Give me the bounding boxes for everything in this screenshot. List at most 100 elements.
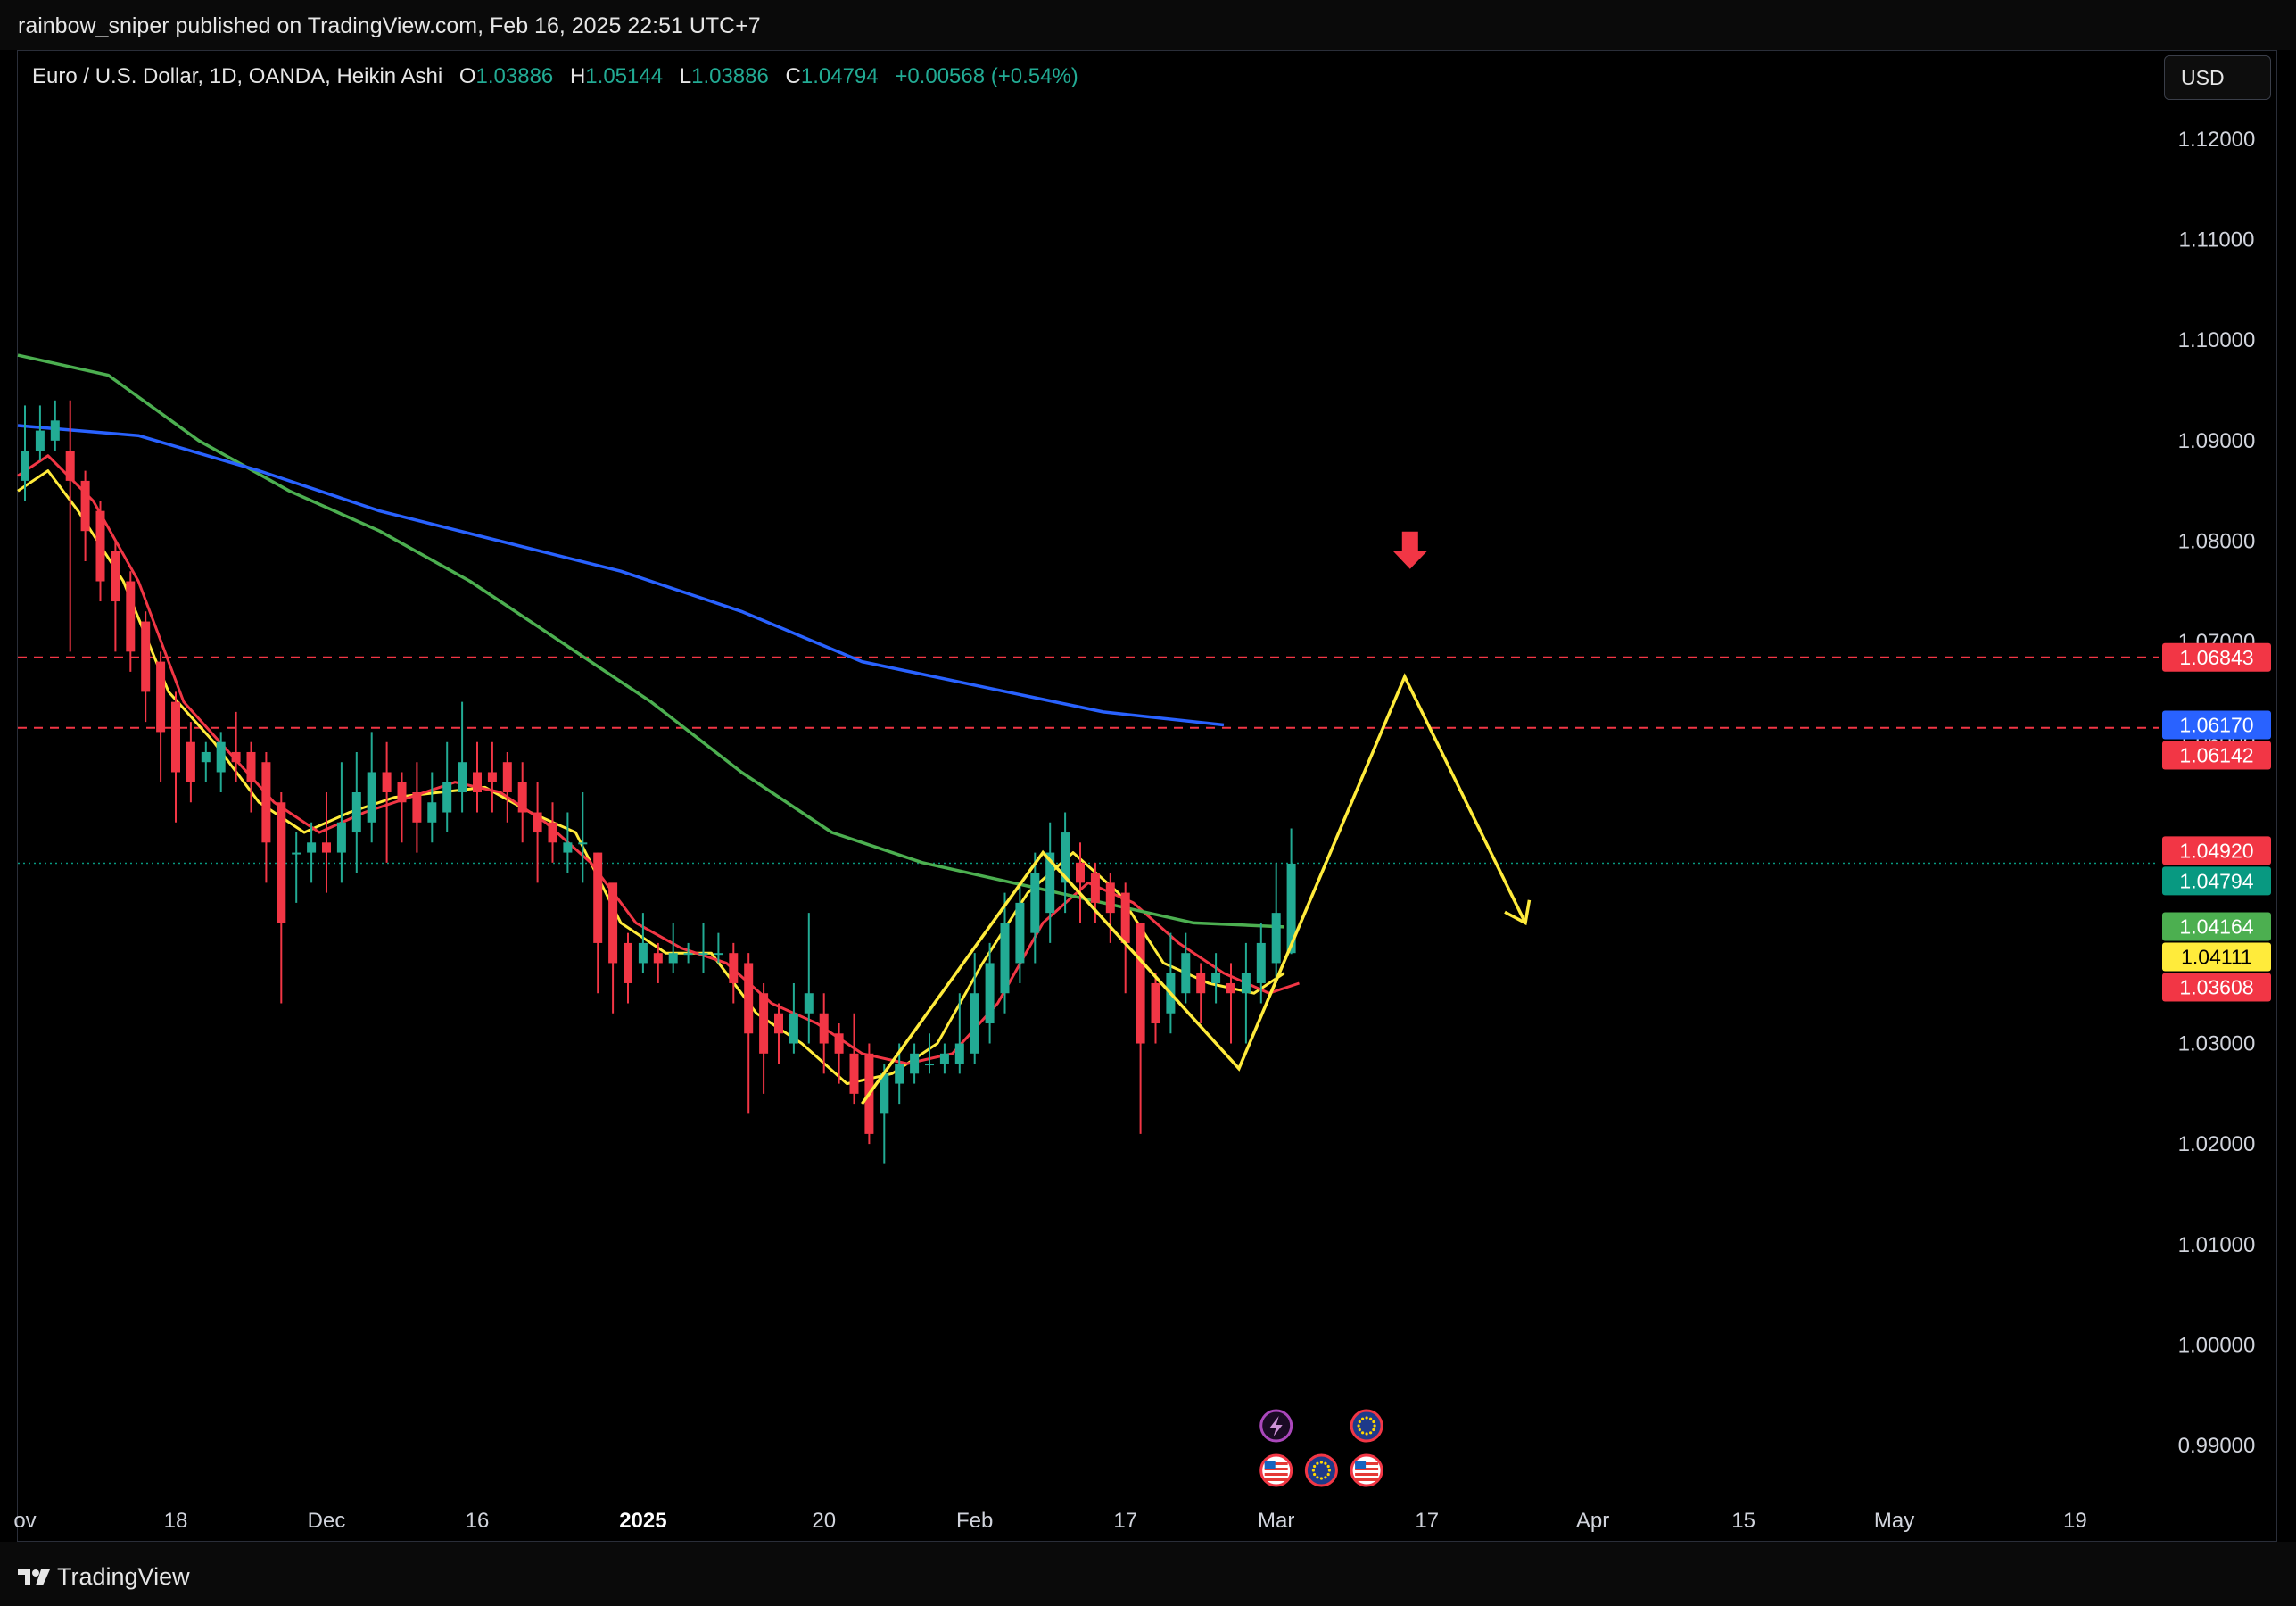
candle-body[interactable] bbox=[849, 1053, 859, 1094]
candle-body[interactable] bbox=[608, 882, 618, 964]
candle-body[interactable] bbox=[970, 993, 979, 1054]
candle-body[interactable] bbox=[759, 993, 769, 1054]
candle-body[interactable] bbox=[442, 782, 452, 813]
ema-slow-line bbox=[17, 353, 1284, 929]
high-label: H bbox=[569, 64, 586, 88]
candle-body[interactable] bbox=[819, 1013, 829, 1044]
candle-body[interactable] bbox=[50, 420, 60, 441]
candle-body[interactable] bbox=[1196, 973, 1206, 994]
projection-path[interactable] bbox=[860, 673, 1527, 1105]
candle-body[interactable] bbox=[1181, 953, 1191, 994]
candle-body[interactable] bbox=[593, 852, 603, 943]
candle-body[interactable] bbox=[939, 1053, 949, 1064]
y-axis-tick-label: 1.12000 bbox=[2178, 128, 2256, 152]
candle-body[interactable] bbox=[382, 772, 392, 792]
candle-body[interactable] bbox=[925, 1064, 934, 1066]
candle-body[interactable] bbox=[307, 842, 317, 853]
candle-body[interactable] bbox=[1090, 873, 1100, 903]
eu-star bbox=[1324, 1476, 1327, 1479]
currency-button[interactable]: USD bbox=[2164, 55, 2271, 100]
candle-body[interactable] bbox=[774, 1013, 783, 1034]
candle-body[interactable] bbox=[638, 942, 648, 964]
candle-body[interactable] bbox=[1136, 923, 1145, 1044]
candle-body[interactable] bbox=[35, 430, 45, 451]
candle-body[interactable] bbox=[502, 762, 512, 792]
eu-star bbox=[1372, 1420, 1375, 1424]
candle-body[interactable] bbox=[21, 451, 29, 481]
candle-body[interactable] bbox=[880, 1073, 889, 1114]
candle-body[interactable] bbox=[714, 953, 723, 956]
candle-body[interactable] bbox=[1105, 882, 1115, 914]
close-label: C bbox=[785, 64, 801, 88]
candle-body[interactable] bbox=[95, 510, 105, 582]
candle-body[interactable] bbox=[1045, 852, 1055, 914]
candle-body[interactable] bbox=[336, 822, 346, 853]
candle-body[interactable] bbox=[292, 852, 301, 855]
candle-body[interactable] bbox=[1241, 973, 1251, 994]
candle-body[interactable] bbox=[744, 963, 754, 1034]
candle-body[interactable] bbox=[186, 741, 195, 782]
candle-body[interactable] bbox=[804, 993, 814, 1014]
candle-body[interactable] bbox=[231, 751, 241, 763]
candle-body[interactable] bbox=[1120, 892, 1130, 943]
candle-body[interactable] bbox=[1256, 942, 1266, 983]
candle-body[interactable] bbox=[910, 1053, 920, 1074]
candle-body[interactable] bbox=[683, 953, 693, 956]
candle-body[interactable] bbox=[458, 762, 467, 792]
candle-body[interactable] bbox=[261, 762, 271, 843]
eu-star bbox=[1326, 1464, 1330, 1469]
candle-body[interactable] bbox=[624, 942, 632, 983]
candle-body[interactable] bbox=[533, 812, 542, 833]
candle-body[interactable] bbox=[397, 782, 407, 803]
candle-body[interactable] bbox=[487, 772, 497, 782]
candle-body[interactable] bbox=[126, 581, 136, 652]
candle-body[interactable] bbox=[1151, 982, 1160, 1024]
candle-body[interactable] bbox=[1271, 913, 1281, 964]
candle-body[interactable] bbox=[1286, 863, 1296, 954]
candle-body[interactable] bbox=[834, 1033, 844, 1054]
candle-body[interactable] bbox=[322, 842, 331, 853]
candle-body[interactable] bbox=[985, 963, 995, 1024]
eu-star bbox=[1319, 1461, 1323, 1464]
candle-body[interactable] bbox=[1076, 862, 1085, 883]
candle-body[interactable] bbox=[517, 782, 527, 813]
candle-body[interactable] bbox=[427, 802, 437, 823]
eu-flag-icon[interactable] bbox=[1350, 1409, 1383, 1443]
candle-body[interactable] bbox=[729, 953, 739, 983]
candle-body[interactable] bbox=[473, 772, 482, 792]
candle-body[interactable] bbox=[1030, 873, 1040, 933]
candle-body[interactable] bbox=[216, 741, 226, 773]
candle-body[interactable] bbox=[246, 751, 256, 782]
candle-body[interactable] bbox=[412, 792, 422, 823]
candle-body[interactable] bbox=[171, 701, 180, 773]
candle-body[interactable] bbox=[895, 1064, 904, 1084]
candle-body[interactable] bbox=[65, 451, 75, 481]
candle-body[interactable] bbox=[367, 772, 376, 823]
candle-body[interactable] bbox=[954, 1043, 964, 1064]
candle-body[interactable] bbox=[80, 480, 90, 532]
chart-pane[interactable] bbox=[17, 50, 2277, 1542]
candle-body[interactable] bbox=[653, 953, 663, 964]
eu-flag-icon[interactable] bbox=[1304, 1453, 1338, 1487]
candle-body[interactable] bbox=[201, 751, 211, 763]
candle-body[interactable] bbox=[1061, 832, 1070, 883]
candle-body[interactable] bbox=[1015, 902, 1025, 964]
candle-body[interactable] bbox=[1226, 982, 1235, 994]
candle-body[interactable] bbox=[156, 661, 166, 733]
candle-body[interactable] bbox=[351, 792, 361, 833]
candle-body[interactable] bbox=[111, 551, 120, 602]
candle-body[interactable] bbox=[698, 953, 708, 956]
candle-body[interactable] bbox=[277, 802, 286, 923]
candle-body[interactable] bbox=[1000, 923, 1010, 994]
candle-body[interactable] bbox=[548, 822, 557, 843]
candle-body[interactable] bbox=[789, 1013, 798, 1044]
us-stripe bbox=[1264, 1468, 1288, 1470]
candle-body[interactable] bbox=[578, 842, 588, 845]
tradingview-logo[interactable]: TradingView bbox=[18, 1563, 190, 1591]
indicator-price-badge bbox=[2162, 836, 2271, 865]
candle-body[interactable] bbox=[563, 842, 573, 853]
candle-body[interactable] bbox=[141, 621, 151, 692]
candle-body[interactable] bbox=[668, 953, 678, 964]
candle-body[interactable] bbox=[1211, 973, 1221, 983]
